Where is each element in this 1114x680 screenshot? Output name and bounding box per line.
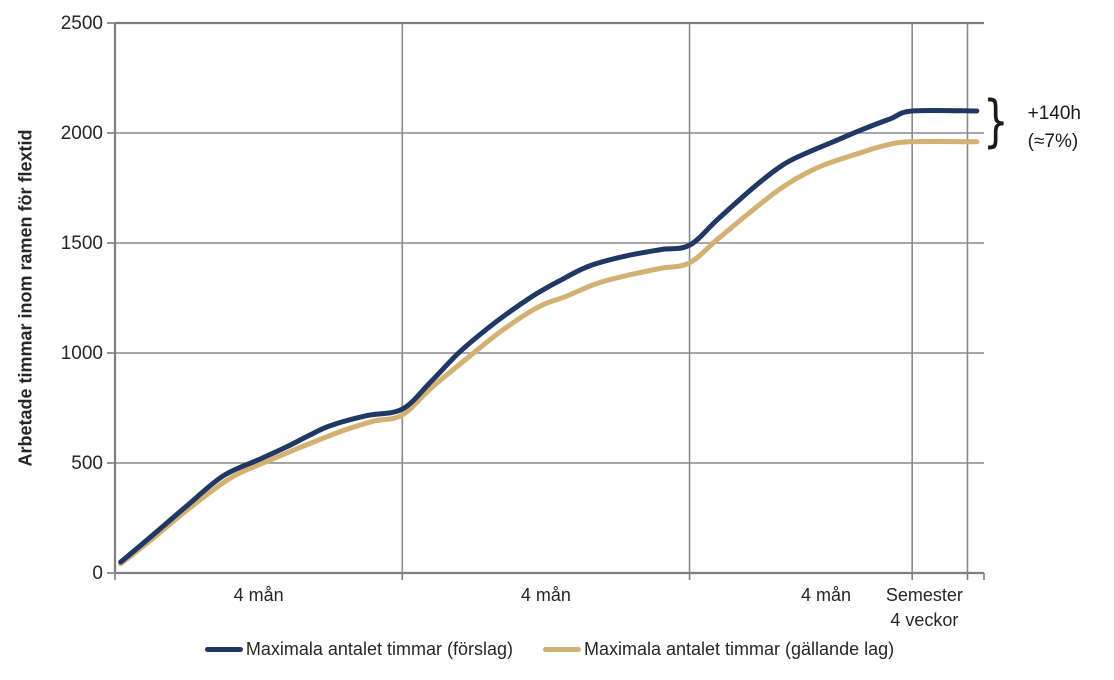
y-tick-label: 500	[71, 453, 103, 474]
y-tick-label: 1500	[61, 233, 103, 254]
legend-swatch-gallande-lag	[542, 646, 581, 652]
x-axis-label: 4 mån	[801, 585, 851, 605]
curly-brace: }	[983, 89, 1009, 154]
legend-item-forslag: Maximala antalet timmar (förslag)	[204, 638, 513, 660]
legend-swatch-forslag	[204, 646, 243, 652]
y-tick-label: 2000	[61, 123, 103, 144]
legend: Maximala antalet timmar (förslag) Maxima…	[115, 633, 984, 665]
annotation-line1: +140h	[1027, 103, 1082, 124]
series-line-forslag	[118, 107, 980, 565]
y-tick-label: 0	[92, 563, 103, 584]
y-tick-label: 2500	[61, 13, 103, 34]
series-line-gallande-lag	[118, 138, 980, 567]
x-axis-label: 4 mån	[521, 585, 571, 605]
legend-item-gallande-lag: Maximala antalet timmar (gällande lag)	[542, 638, 895, 660]
x-axis-label: 4 mån	[234, 585, 284, 605]
legend-label-forslag: Maximala antalet timmar (förslag)	[245, 638, 513, 659]
difference-annotation: } +140h (≈7%)	[983, 89, 1081, 156]
annotation-line2: (≈7%)	[1027, 131, 1079, 152]
legend-label-gallande-lag: Maximala antalet timmar (gällande lag)	[583, 638, 895, 659]
x-axis-label: Semester 4 veckor	[886, 585, 963, 630]
annotation-text: +140h (≈7%)	[1028, 99, 1081, 156]
y-tick-label: 1000	[61, 343, 103, 364]
